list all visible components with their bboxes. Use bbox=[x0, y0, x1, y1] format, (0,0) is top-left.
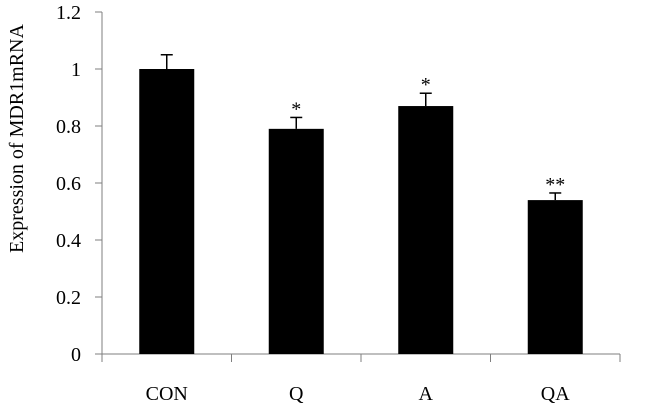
y-tick-label: 0 bbox=[71, 344, 81, 366]
bar-a bbox=[398, 106, 454, 354]
y-tick-label: 0.4 bbox=[56, 230, 81, 252]
significance-marker: * bbox=[421, 74, 431, 96]
x-tick-label: CON bbox=[146, 383, 188, 405]
y-tick-label: 1.2 bbox=[56, 2, 81, 24]
x-tick-label: QA bbox=[541, 383, 570, 405]
bar-q bbox=[268, 128, 324, 354]
y-tick-label: 0.2 bbox=[56, 287, 81, 309]
x-tick-label: A bbox=[419, 383, 434, 405]
y-tick-label: 0.6 bbox=[56, 173, 81, 195]
significance-marker: * bbox=[291, 98, 301, 120]
significance-marker: ** bbox=[545, 174, 565, 196]
x-tick-label: Q bbox=[289, 383, 304, 405]
bar-qa bbox=[527, 200, 583, 354]
y-tick-label: 1 bbox=[71, 59, 81, 81]
y-tick-label: 0.8 bbox=[56, 116, 81, 138]
bar-con bbox=[139, 69, 195, 354]
